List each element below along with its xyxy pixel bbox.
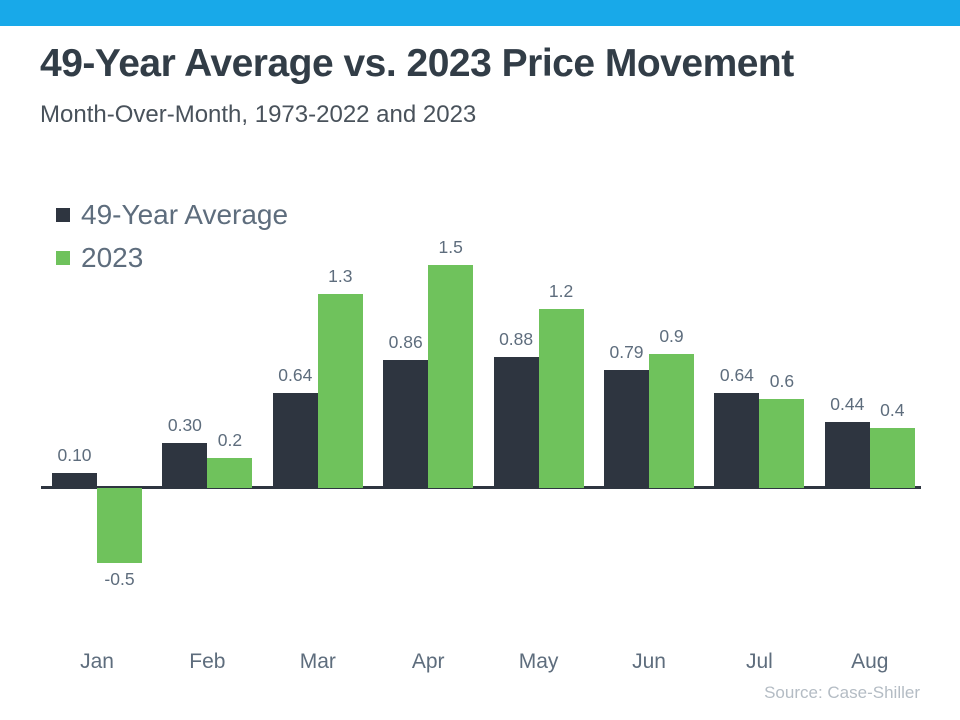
source-credit: Source: Case-Shiller	[764, 683, 920, 702]
value-label-2023-feb: 0.2	[217, 430, 243, 451]
bar-2023-aug	[869, 428, 915, 488]
page-title: 49-Year Average vs. 2023 Price Movement	[40, 42, 794, 85]
value-label-49-year-average-feb: 0.30	[167, 415, 202, 436]
value-label-49-year-average-aug: 0.44	[830, 394, 865, 415]
value-label-49-year-average-apr: 0.86	[388, 331, 423, 352]
value-label-49-year-average-jul: 0.64	[719, 364, 754, 385]
month-label-aug: Aug	[851, 650, 889, 673]
bar-2023-jan	[97, 488, 142, 563]
value-label-49-year-average-jan: 0.10	[57, 445, 92, 466]
month-label-may: May	[518, 650, 559, 673]
bar-2023-may	[538, 309, 584, 488]
x-axis-line	[41, 486, 921, 489]
bar-2023-mar	[317, 294, 363, 488]
bar-49-year-average-jun	[604, 370, 649, 488]
month-label-jun: Jun	[632, 650, 666, 673]
legend-label: 49-Year Average	[81, 198, 289, 230]
legend-swatch-icon	[56, 207, 70, 222]
month-label-mar: Mar	[299, 650, 336, 673]
bar-2023-feb	[207, 458, 253, 488]
value-label-2023-jun: 0.9	[659, 325, 684, 346]
bar-49-year-average-jan	[52, 473, 97, 488]
value-label-2023-mar: 1.3	[328, 266, 353, 287]
value-label-49-year-average-mar: 0.64	[278, 364, 313, 385]
chart-legend: 49-Year Average 2023	[56, 193, 288, 279]
bar-49-year-average-aug	[824, 422, 870, 488]
top-accent-bar	[0, 0, 960, 26]
legend-label: 2023	[81, 241, 144, 273]
page-subtitle: Month-Over-Month, 1973-2022 and 2023	[40, 101, 477, 128]
bar-2023-jun	[649, 353, 694, 488]
value-label-2023-aug: 0.4	[880, 400, 905, 421]
legend-item-2023: 2023	[56, 236, 288, 279]
value-label-49-year-average-jun: 0.79	[609, 342, 644, 363]
bar-2023-apr	[428, 264, 474, 488]
bar-49-year-average-apr	[383, 359, 429, 488]
bar-49-year-average-mar	[272, 392, 318, 488]
value-label-2023-jan: -0.5	[104, 568, 135, 589]
value-label-2023-may: 1.2	[548, 281, 574, 302]
month-label-feb: Feb	[189, 650, 226, 673]
bar-49-year-average-jul	[714, 392, 760, 488]
value-label-49-year-average-may: 0.88	[499, 328, 534, 349]
bar-49-year-average-may	[493, 356, 539, 488]
legend-item-49-year-average: 49-Year Average	[56, 193, 288, 236]
month-label-jan: Jan	[80, 650, 114, 673]
value-label-2023-jul: 0.6	[769, 370, 795, 391]
legend-swatch-icon	[56, 250, 70, 265]
month-label-apr: Apr	[411, 650, 445, 673]
bar-2023-jul	[759, 398, 805, 488]
month-label-jul: Jul	[745, 650, 773, 673]
value-label-2023-apr: 1.5	[438, 236, 463, 257]
bar-49-year-average-feb	[162, 443, 208, 488]
